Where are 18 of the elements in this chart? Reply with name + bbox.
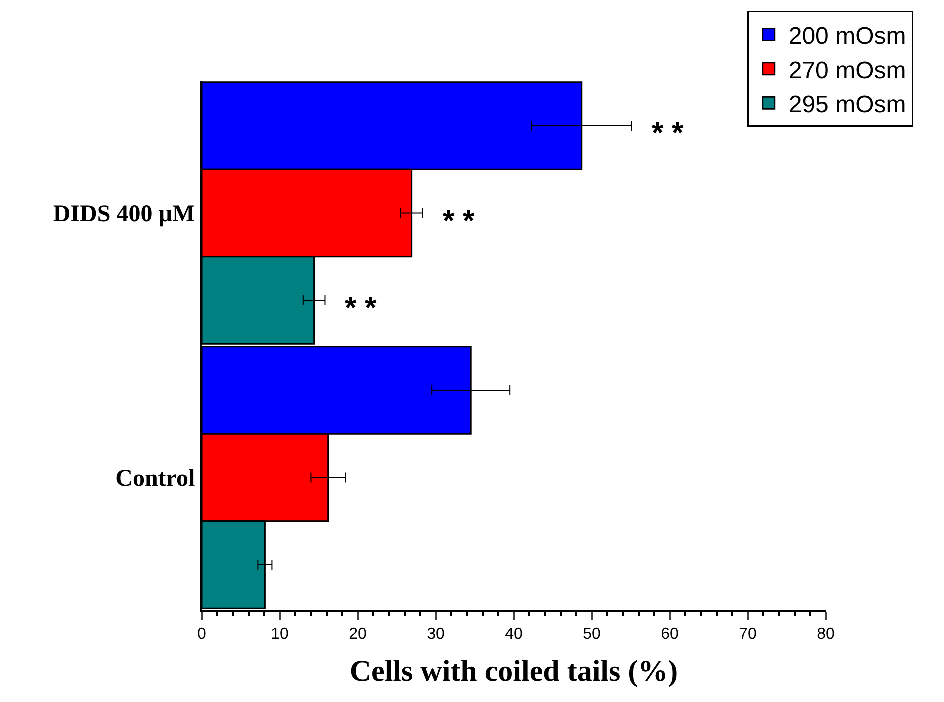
legend-label: 270 mOsm <box>788 57 906 84</box>
x-tick-label: 70 <box>739 626 757 644</box>
legend-label: 200 mOsm <box>788 23 906 50</box>
x-tick-label: 30 <box>427 626 445 644</box>
legend-label: 295 mOsm <box>788 91 906 118</box>
y-tick-label: DIDS 400 µM <box>53 202 196 228</box>
x-tick-label: 20 <box>349 626 367 644</box>
y-tick-label: Control <box>116 466 196 492</box>
annotation: * * <box>652 117 684 150</box>
x-tick-label: 80 <box>817 626 835 644</box>
x-tick-label: 0 <box>198 626 207 644</box>
x-tick-label: 50 <box>583 626 601 644</box>
x-tick-label: 40 <box>505 626 523 644</box>
annotation: * * <box>345 292 378 325</box>
x-tick-label: 60 <box>661 626 679 644</box>
annotation: * * <box>443 205 476 238</box>
x-tick-label: 10 <box>271 626 289 644</box>
x-axis-title: Cells with coiled tails (%) <box>350 655 678 688</box>
